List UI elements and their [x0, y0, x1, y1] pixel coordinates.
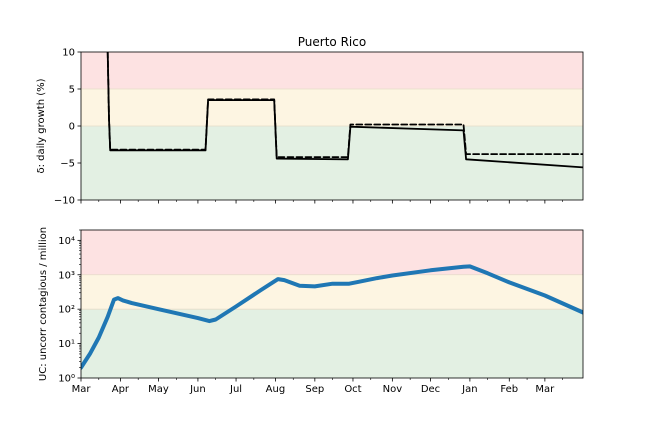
ytick-label-2-4: 10³: [58, 270, 75, 281]
ytick-label-1-4: 5: [69, 85, 75, 96]
panel2-ylabel: UC: uncorr contagious / million: [38, 227, 49, 381]
xtick-label-1: Mar: [72, 384, 92, 395]
ytick-label-1-2: −5: [60, 159, 75, 170]
ytick-label-1-5: 10: [62, 48, 75, 59]
xtick-label-2: Apr: [112, 384, 130, 395]
xtick-label-12: Feb: [500, 384, 518, 395]
ytick-label-2-1: 10⁰: [58, 374, 75, 385]
ytick-label-1-1: −10: [54, 196, 75, 207]
band-1-1: [81, 52, 583, 89]
xtick-label-3: May: [148, 384, 169, 395]
xtick-label-5: Jul: [229, 384, 242, 395]
band-2-1: [81, 230, 583, 275]
xtick-label-10: Dec: [421, 384, 440, 395]
xtick-label-9: Nov: [383, 384, 403, 395]
series-2-1: [81, 264, 583, 370]
xtick-label-11: Jan: [461, 384, 477, 395]
xtick-label-6: Aug: [266, 384, 286, 395]
band-2-2: [81, 274, 583, 310]
chart-title: Puerto Rico: [298, 35, 366, 49]
panel1-ylabel: δ: daily growth (%): [36, 78, 47, 173]
xtick-label-7: Sep: [305, 384, 324, 395]
growth-panel: −10 −5 0 5 10: [54, 48, 584, 207]
ytick-label-2-2: 10¹: [58, 339, 75, 350]
plot-frame-2: [80, 229, 584, 379]
ytick-label-1-3: 0: [69, 122, 75, 133]
ytick-label-2-3: 10²: [58, 305, 75, 316]
band-1-2: [81, 89, 583, 126]
ytick-label-2-5: 10⁴: [58, 236, 75, 247]
xtick-label-4: Jun: [189, 384, 206, 395]
series-1-2: [106, 52, 583, 159]
xtick-label-13: Mar: [535, 384, 555, 395]
contagious-panel: 10⁰ 10¹ 10² 10³ 10⁴ Mar Apr May Jun Jul Aug Sep Oct N…: [58, 229, 584, 395]
band-1-3: [81, 126, 583, 200]
band-2-3: [81, 309, 583, 378]
xtick-label-8: Oct: [344, 384, 361, 395]
